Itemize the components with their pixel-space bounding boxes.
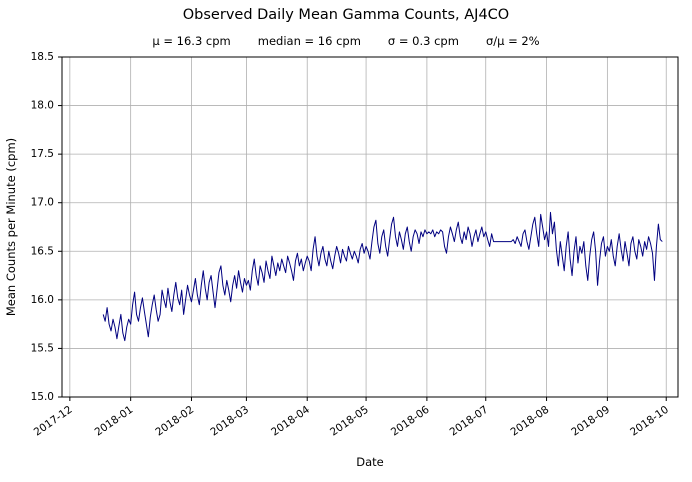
stat-sigma: σ = 0.3 cpm xyxy=(387,34,459,48)
stat-cv: σ/μ = 2% xyxy=(485,34,540,48)
y-tick-label: 15.0 xyxy=(31,391,54,403)
chart-title: Observed Daily Mean Gamma Counts, AJ4CO xyxy=(182,7,510,23)
x-tick-label: 2018-09 xyxy=(569,404,612,439)
x-tick-label: 2018-02 xyxy=(153,404,196,439)
x-tick-label: 2018-04 xyxy=(269,403,312,438)
x-tick-label: 2018-03 xyxy=(208,404,251,439)
stat-median: median = 16 cpm xyxy=(257,34,361,48)
chart-subtitle: μ = 16.3 cpm median = 16 cpm σ = 0.3 cpm… xyxy=(0,34,692,48)
data-series-line xyxy=(102,211,663,342)
y-tick-label: 18.5 xyxy=(31,51,54,63)
x-tick-label: 2018-01 xyxy=(93,404,136,439)
x-tick-label: 2017-12 xyxy=(32,404,75,439)
x-tick-label: 2018-07 xyxy=(448,404,491,439)
y-tick-label: 18.0 xyxy=(31,100,54,112)
stat-mean: μ = 16.3 cpm xyxy=(152,34,231,48)
y-tick-label: 15.5 xyxy=(31,342,54,354)
x-axis-label: Date xyxy=(356,455,384,469)
x-tick-label: 2018-10 xyxy=(628,404,671,439)
y-axis-label: Mean Counts per Minute (cpm) xyxy=(4,138,18,316)
y-tick-label: 17.0 xyxy=(31,197,54,209)
y-tick-label: 17.5 xyxy=(31,148,54,160)
x-tick-label: 2018-06 xyxy=(389,403,432,438)
x-tick-label: 2018-05 xyxy=(328,404,371,439)
x-tick-label: 2018-08 xyxy=(508,404,551,439)
plot-border xyxy=(61,56,679,398)
y-tick-label: 16.5 xyxy=(31,245,54,257)
y-tick-label: 16.0 xyxy=(31,294,54,306)
